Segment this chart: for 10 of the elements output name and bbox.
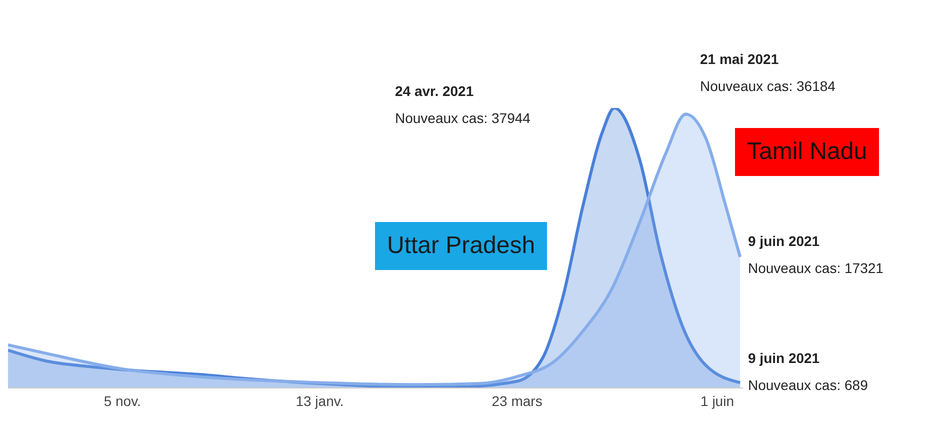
x-tick-label: 23 mars [492,392,542,409]
text: 21 mai 2021 Nouveaux cas: 36184 [700,50,836,96]
annotation: 24 avr. 2021 Nouveaux cas: 37944 [395,82,530,128]
x-tick-label: 1 juin [700,392,734,409]
text: 9 juin 2021 Nouveaux cas: 689 [748,349,868,395]
series-label: Tamil Nadu [735,128,880,176]
x-tick-label: 5 nov. [104,392,141,409]
series-label: Uttar Pradesh [375,222,548,270]
text: 9 juin 2021 Nouveaux cas: 17321 [748,232,884,278]
x-tick-label: 13 janv. [296,392,344,409]
